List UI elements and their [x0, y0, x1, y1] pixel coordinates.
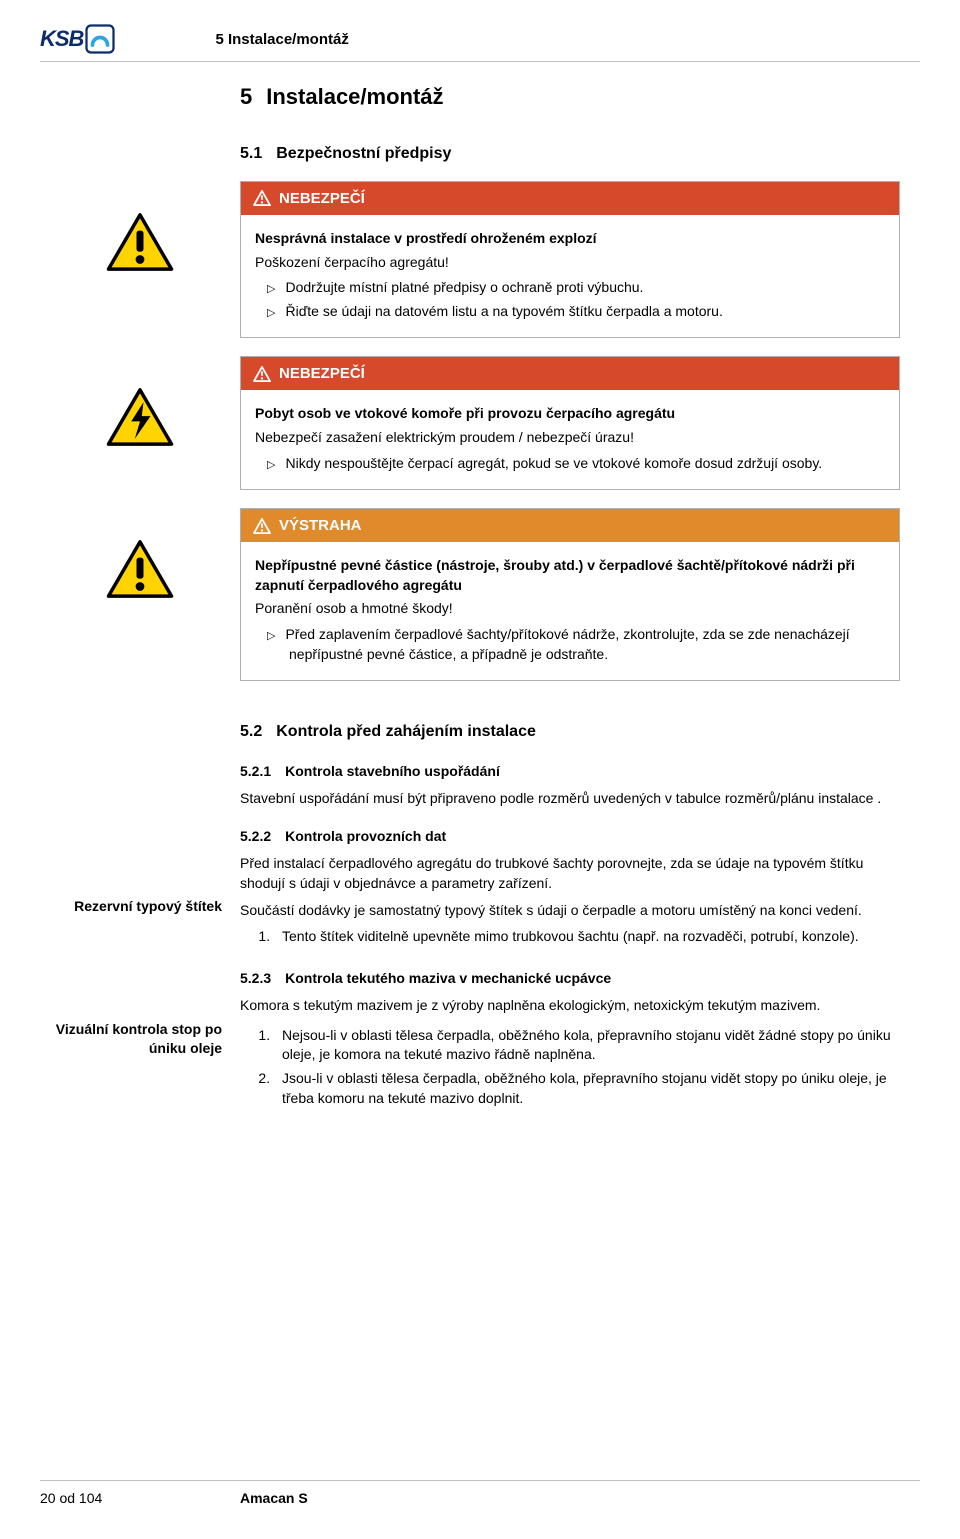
sec522-list: Tento štítek viditelně upevněte mimo tru… — [274, 927, 900, 947]
warning-triangle-exclamation-icon — [105, 211, 175, 273]
warning-triangle-exclamation-icon — [105, 538, 175, 600]
chapter-title: 5Instalace/montáž — [240, 82, 900, 113]
section-5-2: 5.2Kontrola před zahájením instalace — [240, 721, 900, 743]
warning-triangle-icon — [253, 190, 271, 206]
section-5-2-1: 5.2.1Kontrola stavebního uspořádání — [240, 762, 900, 782]
logo-swirl-icon — [85, 24, 115, 54]
warning-triangle-icon — [253, 518, 271, 534]
section-5-2-3: 5.2.3Kontrola tekutého maziva v mechanic… — [240, 969, 900, 989]
sec523-para1: Komora s tekutým mazivem je z výroby nap… — [240, 996, 900, 1016]
sec521-para: Stavební uspořádání musí být připraveno … — [240, 789, 900, 809]
danger1-list: Dodržujte místní platné předpisy o ochra… — [255, 278, 885, 321]
danger1-title: Nesprávná instalace v prostředí ohrožené… — [255, 229, 885, 249]
warning-box-1: VÝSTRAHA Nepřípustné pevné částice (nást… — [240, 508, 900, 681]
ksb-logo: KSB — [40, 24, 115, 55]
doc-title: Amacan S — [240, 1489, 308, 1509]
sec522-para1: Před instalací čerpadlového agregátu do … — [240, 854, 900, 893]
section-5-1: 5.1Bezpečnostní předpisy — [240, 143, 900, 165]
danger-box-1: NEBEZPEČÍ Nesprávná instalace v prostřed… — [240, 181, 900, 338]
danger2-title: Pobyt osob ve vtokové komoře při provozu… — [255, 404, 885, 424]
logo-text: KSB — [40, 24, 83, 55]
page-footer: 20 od 104 Amacan S — [40, 1480, 920, 1509]
section-5-2-2: 5.2.2Kontrola provozních dat — [240, 827, 900, 847]
page-header: KSB 5 Instalace/montáž — [40, 24, 920, 62]
warn1-list: Před zaplavením čerpadlové šachty/přítok… — [255, 625, 885, 664]
warning-header: VÝSTRAHA — [241, 509, 899, 542]
margin-label-vizualni-kontrola: Vizuální kontrola stop po úniku oleje — [40, 1020, 240, 1059]
warn1-title: Nepřípustné pevné částice (nástroje, šro… — [255, 556, 885, 595]
danger-header: NEBEZPEČÍ — [241, 357, 899, 390]
danger2-consequence: Nebezpečí zasažení elektrickým proudem /… — [255, 428, 885, 448]
electrical-hazard-triangle-icon — [105, 386, 175, 448]
sec523-list: Nejsou-li v oblasti tělesa čerpadla, obě… — [274, 1026, 900, 1108]
margin-label-typovy-stitek: Rezervní typový štítek — [40, 897, 240, 917]
warning-triangle-icon — [253, 366, 271, 382]
sec522-para2: Součástí dodávky je samostatný typový št… — [240, 901, 900, 921]
breadcrumb: 5 Instalace/montáž — [215, 29, 348, 50]
danger1-consequence: Poškození čerpacího agregátu! — [255, 253, 885, 273]
danger-header: NEBEZPEČÍ — [241, 182, 899, 215]
danger-box-2: NEBEZPEČÍ Pobyt osob ve vtokové komoře p… — [240, 356, 900, 490]
warn1-consequence: Poranění osob a hmotné škody! — [255, 599, 885, 619]
danger2-list: Nikdy nespouštějte čerpací agregát, poku… — [255, 454, 885, 474]
page-number: 20 od 104 — [40, 1489, 240, 1509]
